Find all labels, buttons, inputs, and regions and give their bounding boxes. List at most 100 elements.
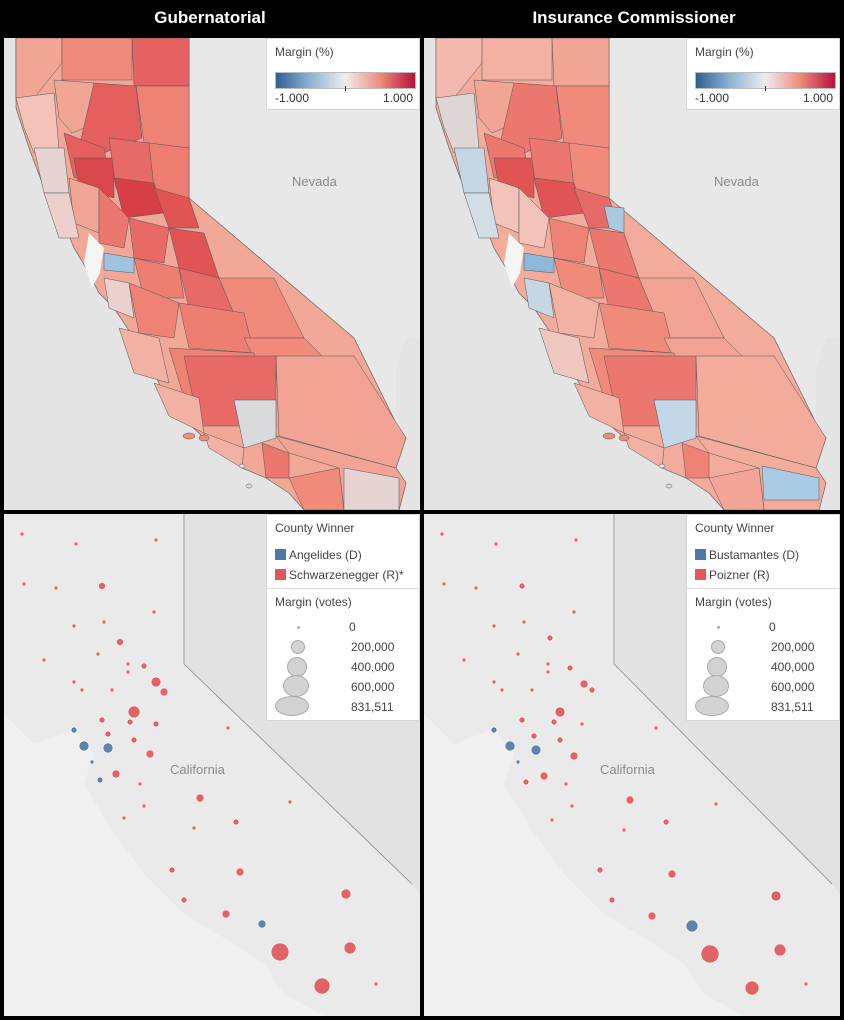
county-bubble[interactable] (180, 896, 188, 904)
county-bubble[interactable] (137, 781, 143, 787)
county-bubble[interactable] (522, 778, 530, 786)
county-bubble[interactable] (145, 749, 155, 759)
county-bubble[interactable] (685, 919, 699, 933)
county-bubble[interactable] (546, 634, 554, 642)
county-bubble[interactable] (221, 909, 231, 919)
county-bubble[interactable] (150, 676, 162, 688)
insurance-margin-map[interactable]: Nevada Margin (%) -1.000 1.000 (424, 38, 840, 510)
county-bubble[interactable] (549, 817, 555, 823)
county-bubble[interactable] (313, 977, 331, 995)
county-bubble[interactable] (235, 867, 245, 877)
county-bubble[interactable] (515, 651, 521, 657)
county-bubble[interactable] (232, 818, 240, 826)
county-bubble[interactable] (573, 537, 579, 543)
county-bubble[interactable] (141, 803, 147, 809)
county-bubble[interactable] (473, 585, 479, 591)
county-bubble[interactable] (159, 687, 169, 697)
county-bubble[interactable] (588, 686, 596, 694)
county-bubble[interactable] (191, 825, 197, 831)
insurance-vote-margin-map[interactable]: California County Winner Bustamantes (D)… (424, 514, 840, 1016)
county-bubble[interactable] (111, 769, 121, 779)
county-bubble[interactable] (518, 716, 526, 724)
county-bubble[interactable] (101, 619, 107, 625)
county-bubble[interactable] (596, 866, 604, 874)
county-bubble[interactable] (530, 732, 538, 740)
county-bubble[interactable] (713, 801, 719, 807)
county-bubble[interactable] (653, 725, 659, 731)
county-bubble[interactable] (78, 740, 90, 752)
county-bubble[interactable] (566, 664, 574, 672)
county-bubble[interactable] (556, 736, 564, 744)
county-bubble[interactable] (270, 942, 290, 962)
county-bubble[interactable] (545, 669, 551, 675)
county-bubble[interactable] (79, 687, 85, 693)
county-bubble[interactable] (343, 941, 357, 955)
county-bubble[interactable] (539, 771, 549, 781)
county-bubble[interactable] (461, 657, 467, 663)
county-bubble[interactable] (579, 679, 589, 689)
county-bubble[interactable] (340, 888, 352, 900)
county-bubble[interactable] (647, 911, 657, 921)
county-bubble[interactable] (98, 716, 106, 724)
county-bubble[interactable] (571, 609, 577, 615)
county-bubble[interactable] (521, 619, 527, 625)
gubernatorial-vote-margin-map[interactable]: California County Winner Angelides (D) S… (4, 514, 420, 1016)
county-bubble[interactable] (257, 919, 267, 929)
county-bubble[interactable] (563, 781, 569, 787)
county-bubble[interactable] (152, 720, 160, 728)
county-bubble[interactable] (19, 531, 25, 537)
county-bubble[interactable] (490, 726, 498, 734)
county-bubble[interactable] (700, 944, 720, 964)
county-bubble[interactable] (569, 751, 579, 761)
county-bubble[interactable] (491, 679, 497, 685)
county-bubble[interactable] (504, 740, 516, 752)
county-bubble[interactable] (373, 981, 379, 987)
county-bubble[interactable] (773, 943, 787, 957)
county-bubble[interactable] (116, 638, 124, 646)
county-bubble[interactable] (530, 744, 542, 756)
gubernatorial-margin-map[interactable]: Nevada Margin (%) -1.000 1.000 (4, 38, 420, 510)
county-bubble[interactable] (125, 669, 131, 675)
county-bubble[interactable] (70, 726, 78, 734)
county-bubble[interactable] (493, 541, 499, 547)
county-bubble[interactable] (151, 609, 157, 615)
county-bubble[interactable] (744, 980, 760, 996)
county-bubble[interactable] (579, 721, 585, 727)
county-bubble[interactable] (121, 815, 127, 821)
county-bubble[interactable] (441, 581, 447, 587)
county-bubble[interactable] (287, 799, 293, 805)
county-bubble[interactable] (770, 890, 782, 902)
county-bubble[interactable] (667, 869, 677, 879)
county-bubble[interactable] (130, 736, 138, 744)
county-bubble[interactable] (21, 581, 27, 587)
county-bubble[interactable] (41, 657, 47, 663)
county-bubble[interactable] (439, 531, 445, 537)
county-bubble[interactable] (98, 582, 106, 590)
county-bubble[interactable] (225, 725, 231, 731)
county-bubble[interactable] (53, 585, 59, 591)
county-bubble[interactable] (529, 687, 535, 693)
county-bubble[interactable] (608, 896, 616, 904)
county-bubble[interactable] (554, 706, 566, 718)
county-bubble[interactable] (621, 827, 627, 833)
county-bubble[interactable] (126, 718, 134, 726)
county-bubble[interactable] (153, 537, 159, 543)
county-bubble[interactable] (125, 661, 131, 667)
county-bubble[interactable] (569, 803, 575, 809)
county-bubble[interactable] (491, 623, 497, 629)
county-bubble[interactable] (545, 661, 551, 667)
county-bubble[interactable] (104, 730, 112, 738)
county-bubble[interactable] (89, 759, 95, 765)
county-bubble[interactable] (499, 687, 505, 693)
county-bubble[interactable] (168, 866, 176, 874)
county-bubble[interactable] (518, 582, 526, 590)
county-bubble[interactable] (102, 742, 114, 754)
county-bubble[interactable] (71, 623, 77, 629)
county-bubble[interactable] (625, 795, 635, 805)
county-bubble[interactable] (550, 718, 558, 726)
county-bubble[interactable] (140, 662, 148, 670)
county-bubble[interactable] (73, 541, 79, 547)
county-bubble[interactable] (95, 651, 101, 657)
county-bubble[interactable] (195, 793, 205, 803)
county-bubble[interactable] (96, 776, 104, 784)
